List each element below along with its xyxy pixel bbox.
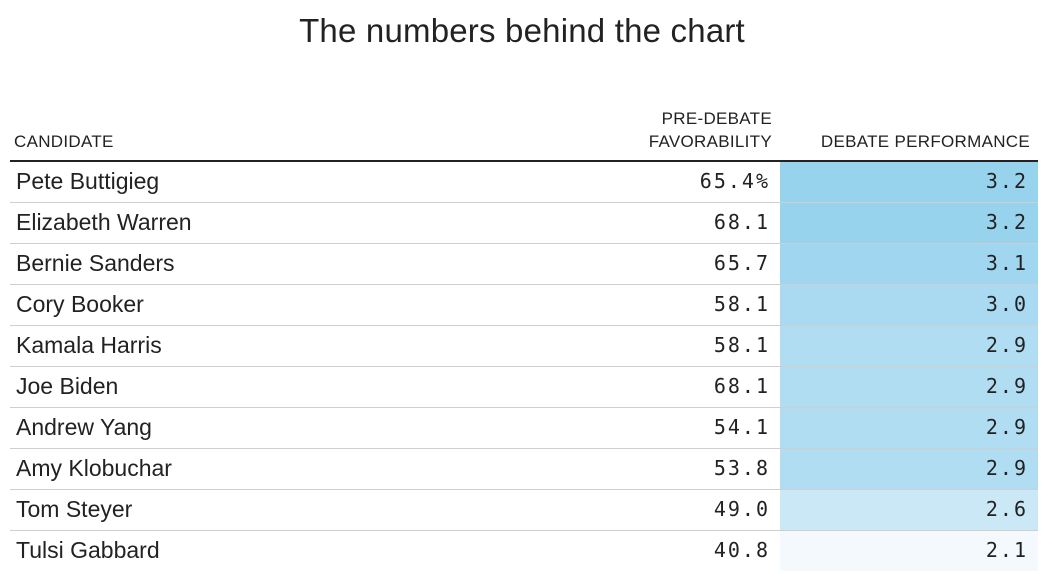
candidate-name: Amy Klobuchar <box>16 455 172 481</box>
debate-performance-value: 2.1 <box>780 531 1038 571</box>
header-favorability-line2: FAVORABILITY <box>648 132 772 151</box>
favorability-value: 54.1 <box>713 415 770 439</box>
debate-performance-value: 2.6 <box>780 490 1038 530</box>
table-row: Elizabeth Warren 68.1 3.2 <box>10 203 1038 244</box>
table-row: Joe Biden 68.1 2.9 <box>10 367 1038 408</box>
table-row: Cory Booker 58.1 3.0 <box>10 285 1038 326</box>
debate-performance-value: 3.2 <box>780 162 1038 202</box>
candidate-name: Joe Biden <box>16 373 119 399</box>
debate-performance-value: 3.2 <box>780 203 1038 243</box>
candidate-name: Andrew Yang <box>16 414 152 440</box>
debate-performance-value: 3.0 <box>780 285 1038 325</box>
debate-performance-value: 3.1 <box>780 244 1038 284</box>
favorability-value: 40.8 <box>713 538 770 562</box>
table-row: Pete Buttigieg 65.4% 3.2 <box>10 162 1038 203</box>
debate-performance-value: 2.9 <box>780 408 1038 448</box>
candidate-name: Kamala Harris <box>16 332 162 358</box>
candidate-name: Elizabeth Warren <box>16 209 192 235</box>
favorability-value: 49.0 <box>713 497 770 521</box>
favorability-value: 65.7 <box>713 251 770 275</box>
header-favorability-line1: PRE-DEBATE <box>661 109 772 128</box>
table-row: Kamala Harris 58.1 2.9 <box>10 326 1038 367</box>
favorability-value: 68.1 <box>713 210 770 234</box>
table-row: Tulsi Gabbard 40.8 2.1 <box>10 531 1038 571</box>
table-row: Andrew Yang 54.1 2.9 <box>10 408 1038 449</box>
favorability-value: 53.8 <box>713 456 770 480</box>
numbers-table: CANDIDATE PRE-DEBATE FAVORABILITY DEBATE… <box>10 100 1038 571</box>
header-candidate: CANDIDATE <box>14 132 114 151</box>
candidate-name: Bernie Sanders <box>16 250 175 276</box>
debate-performance-value: 2.9 <box>780 367 1038 407</box>
favorability-value: 58.1 <box>713 292 770 316</box>
header-debate-performance: DEBATE PERFORMANCE <box>820 132 1030 151</box>
candidate-name: Tulsi Gabbard <box>16 537 160 563</box>
table-header: CANDIDATE PRE-DEBATE FAVORABILITY DEBATE… <box>10 100 1038 162</box>
candidate-name: Pete Buttigieg <box>16 168 160 194</box>
table-row: Tom Steyer 49.0 2.6 <box>10 490 1038 531</box>
chart-title: The numbers behind the chart <box>299 12 745 49</box>
candidate-name: Cory Booker <box>16 291 144 317</box>
favorability-value: 68.1 <box>713 374 770 398</box>
debate-performance-value: 2.9 <box>780 449 1038 489</box>
favorability-value: 65.4% <box>699 169 770 193</box>
favorability-value: 58.1 <box>713 333 770 357</box>
table-body: Pete Buttigieg 65.4% 3.2 Elizabeth Warren 68… <box>10 162 1038 571</box>
header-favorability: PRE-DEBATE FAVORABILITY <box>649 107 772 153</box>
candidate-name: Tom Steyer <box>16 496 133 522</box>
table-row: Amy Klobuchar 53.8 2.9 <box>10 449 1038 490</box>
debate-performance-value: 2.9 <box>780 326 1038 366</box>
table-row: Bernie Sanders 65.7 3.1 <box>10 244 1038 285</box>
